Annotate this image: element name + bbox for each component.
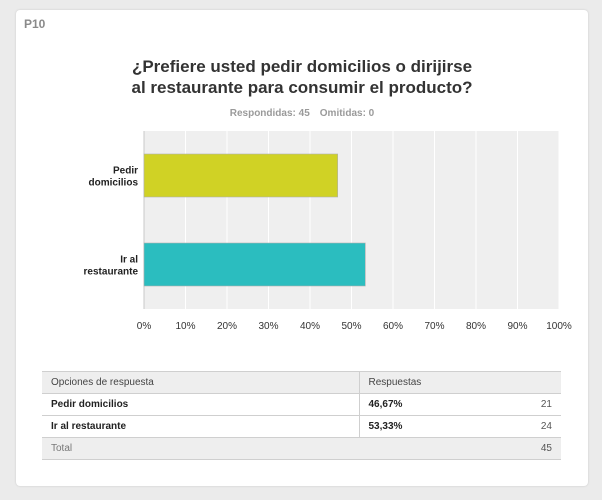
table-row: Pedir domicilios 46,67% 21 (42, 393, 561, 416)
chart-title: ¿Prefiere usted pedir domicilios o dirij… (16, 56, 588, 98)
chart-title-line-1: ¿Prefiere usted pedir domicilios o dirij… (131, 57, 473, 76)
table-row: Ir al restaurante 53,33% 24 (42, 415, 561, 438)
category-label: Pedir (113, 166, 138, 177)
x-tick-label: 70% (424, 321, 444, 332)
row-option: Pedir domicilios (42, 393, 360, 416)
question-id: P10 (24, 17, 46, 31)
x-tick-label: 20% (217, 321, 237, 332)
bar (143, 153, 338, 198)
response-stats: Respondidas: 45 Omitidas: 0 (16, 108, 588, 119)
table-header-row: Opciones de respuesta Respuestas (42, 371, 561, 394)
x-tick-label: 80% (466, 321, 486, 332)
chart-title-line-2: al restaurante para consumir el producto… (131, 78, 473, 97)
category-label: Ir al (120, 255, 138, 266)
table-total-row: Total 45 (42, 437, 561, 460)
x-tick-label: 40% (300, 321, 320, 332)
x-tick-label: 50% (341, 321, 361, 332)
responses-table: Opciones de respuesta Respuestas Pedir d… (42, 371, 561, 460)
x-tick-label: 10% (175, 321, 195, 332)
question-card: P10 ¿Prefiere usted pedir domicilios o d… (16, 10, 588, 486)
row-count: 24 (488, 415, 561, 438)
x-tick-label: 90% (507, 321, 527, 332)
answered-count: Respondidas: 45 (229, 108, 310, 119)
x-tick-label: 30% (258, 321, 278, 332)
x-tick-label: 100% (546, 321, 572, 332)
skipped-count: Omitidas: 0 (319, 108, 375, 119)
row-percent: 53,33% (359, 415, 489, 438)
row-option: Ir al restaurante (42, 415, 360, 438)
category-label: restaurante (84, 267, 139, 278)
total-label: Total (42, 437, 489, 460)
bar (143, 242, 366, 287)
x-tick-label: 0% (137, 321, 152, 332)
bar-chart: 0% 10% 20% 30% 40% 50% 60% 70% 80% 90% 100% Pedirdo… (84, 131, 572, 332)
header-responses: Respuestas (359, 371, 561, 394)
header-options: Opciones de respuesta (42, 371, 360, 394)
total-count: 45 (488, 437, 561, 460)
category-label: domicilios (89, 178, 139, 189)
row-percent: 46,67% (359, 393, 489, 416)
x-tick-label: 60% (383, 321, 403, 332)
row-count: 21 (488, 393, 561, 416)
